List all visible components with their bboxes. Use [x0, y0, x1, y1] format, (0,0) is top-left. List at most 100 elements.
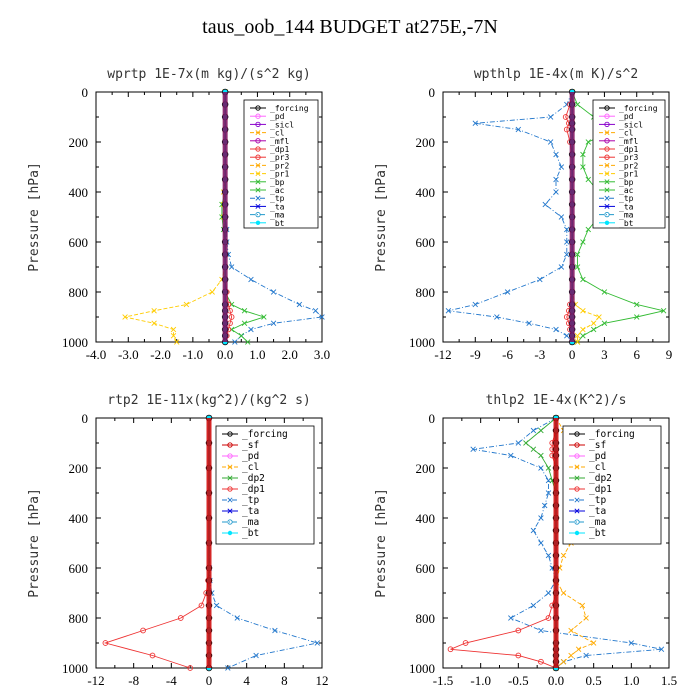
- data-point: [537, 276, 543, 283]
- y-tick-label: 0: [82, 411, 89, 426]
- x-tick-label: 0.0: [217, 347, 233, 362]
- y-tick-label: 200: [416, 135, 436, 150]
- data-point: [151, 308, 157, 314]
- data-point: [580, 239, 586, 245]
- x-tick-label: 3.0: [314, 347, 330, 362]
- legend-label: _dp2: [242, 473, 265, 484]
- x-tick-label: -4: [166, 673, 177, 688]
- x-tick-label: -1.0: [470, 673, 491, 688]
- data-point: [568, 627, 574, 634]
- data-point: [558, 264, 565, 270]
- data-point: [538, 515, 544, 521]
- series-line: [103, 418, 210, 669]
- y-tick-label: 400: [69, 185, 89, 200]
- legend-label: _bt: [589, 528, 606, 539]
- data-point: [177, 615, 184, 621]
- data-point: [173, 339, 180, 345]
- legend-label: _pd: [589, 451, 606, 462]
- y-tick-label: 200: [69, 135, 89, 150]
- data-point: [538, 452, 544, 459]
- legend-label: _pd: [270, 112, 285, 121]
- data-point: [228, 314, 235, 320]
- data-point: [209, 289, 215, 295]
- data-point: [255, 121, 261, 128]
- legend-label: _ma: [589, 517, 606, 528]
- data-point: [564, 251, 570, 258]
- data-point: [255, 146, 261, 152]
- legend-label: _pr3: [270, 153, 289, 162]
- x-tick-label: 0.0: [548, 673, 564, 688]
- legend-label: _bt: [270, 219, 285, 228]
- y-tick-label: 600: [69, 561, 89, 576]
- series-line: [473, 417, 662, 669]
- legend-label: _bp: [270, 178, 285, 187]
- x-tick-label: 4: [243, 673, 250, 688]
- legend-label: _pr3: [619, 153, 638, 162]
- data-point: [227, 497, 233, 503]
- data-point: [604, 195, 610, 201]
- data-point: [530, 527, 537, 534]
- data-point: [542, 201, 548, 208]
- data-point: [590, 640, 597, 646]
- zero-column-overlap: [206, 418, 212, 668]
- data-point: [604, 154, 610, 160]
- x-tick-label: 3: [601, 347, 608, 362]
- x-tick-label: -1.0: [183, 347, 204, 362]
- data-point: [272, 627, 278, 634]
- data-point: [526, 320, 532, 326]
- data-point: [574, 333, 581, 339]
- legend-label: _pr1: [619, 170, 638, 179]
- series-line: [450, 418, 557, 669]
- legend-label: _ac: [270, 186, 285, 195]
- x-tick-label: 0.5: [586, 673, 602, 688]
- x-tick-label: -4.0: [86, 347, 107, 362]
- data-point: [255, 162, 261, 168]
- data-point: [583, 615, 589, 621]
- data-point: [574, 101, 581, 108]
- data-point: [227, 442, 233, 448]
- data-point: [122, 314, 128, 320]
- data-point: [580, 151, 586, 158]
- x-tick-label: -1.5: [433, 673, 454, 688]
- y-tick-label: 1000: [409, 661, 435, 676]
- data-point: [255, 171, 261, 177]
- data-point: [538, 465, 544, 471]
- legend-label: _forcing: [270, 104, 309, 113]
- legend-label: _dp1: [242, 484, 265, 495]
- data-point: [541, 502, 548, 509]
- y-axis-label: Pressure [hPa]: [27, 162, 42, 272]
- data-point: [604, 113, 610, 119]
- data-point: [604, 105, 610, 111]
- legend-label: _bp: [619, 178, 634, 187]
- y-tick-label: 1000: [62, 661, 88, 676]
- x-tick-label: -12: [87, 673, 104, 688]
- data-point: [564, 333, 570, 339]
- data-point: [227, 475, 233, 481]
- y-tick-label: 1000: [409, 335, 435, 350]
- data-point: [545, 590, 552, 596]
- legend-box: [562, 425, 662, 545]
- data-point: [580, 308, 586, 314]
- data-point: [574, 453, 580, 459]
- legend-label: _pd: [242, 451, 259, 462]
- data-point: [585, 226, 592, 233]
- data-point: [255, 203, 261, 209]
- x-tick-label: 0: [569, 347, 576, 362]
- data-point: [515, 652, 522, 659]
- data-point: [253, 652, 259, 659]
- series_pr1: [122, 89, 228, 345]
- data-point: [560, 552, 567, 559]
- legend-label: _cl: [270, 129, 285, 138]
- legend: _forcing_pd_sicl_cl_mfl_dp1_pr3_pr2_pr1_…: [243, 99, 319, 229]
- legend-label: _forcing: [589, 429, 635, 440]
- legend: _forcing_pd_sicl_cl_mfl_dp1_pr3_pr2_pr1_…: [592, 99, 666, 229]
- data-point: [255, 105, 261, 111]
- legend-label: _pr2: [270, 161, 289, 170]
- legend-label: _ta: [619, 202, 634, 211]
- series-line: [448, 91, 573, 343]
- data-point: [198, 602, 205, 609]
- data-point: [660, 308, 667, 314]
- x-tick-label: 2.0: [282, 347, 298, 362]
- data-point: [633, 314, 640, 320]
- legend-label: _bt: [242, 528, 259, 539]
